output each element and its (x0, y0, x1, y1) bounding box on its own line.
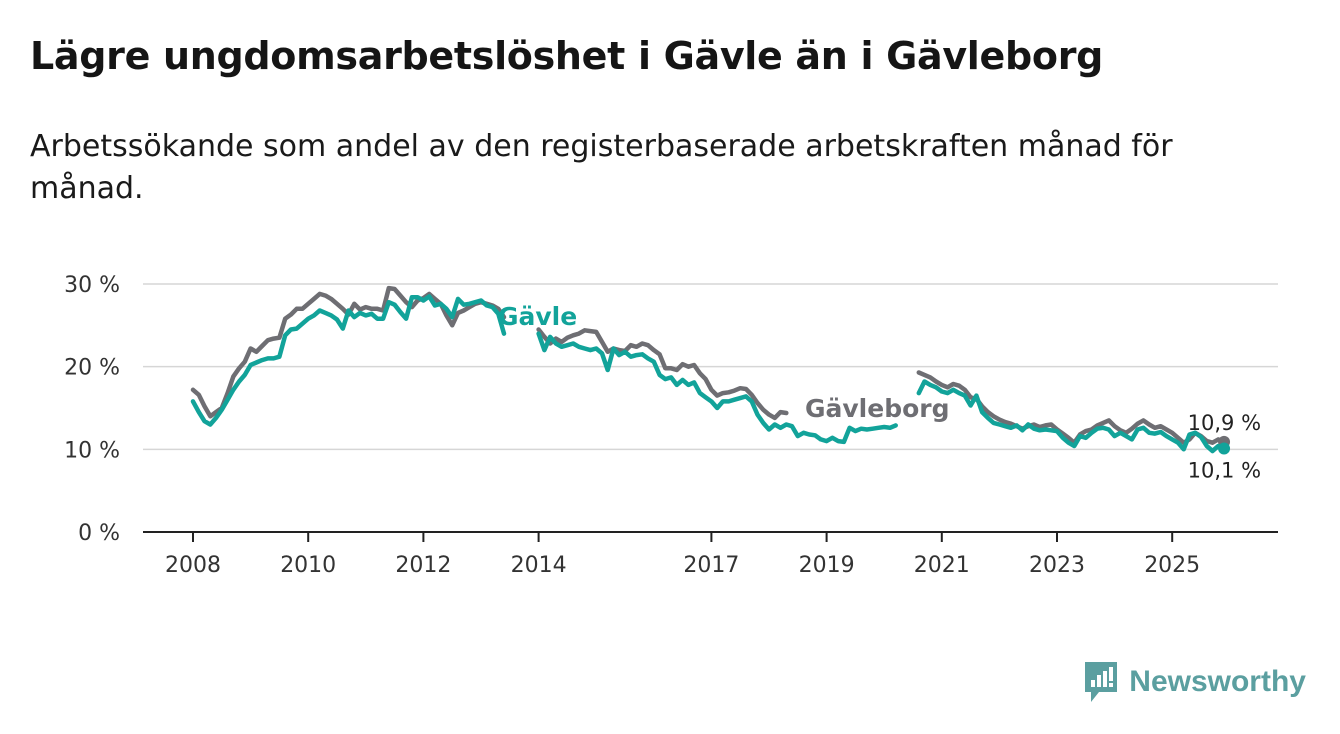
x-tick-label: 2010 (280, 553, 336, 578)
newsworthy-logo-icon (1085, 662, 1118, 702)
brand-logo[interactable]: Newsworthy (1083, 660, 1306, 704)
x-tick-label: 2012 (395, 553, 451, 578)
x-tick-label: 2021 (914, 553, 970, 578)
x-tick-label: 2014 (511, 553, 567, 578)
x-tick-label: 2019 (799, 553, 855, 578)
series-label-gavle: Gävle (498, 302, 577, 331)
end-value-label-gavleborg: 10,9 % (1188, 411, 1261, 435)
series-labels: 10,9 % 10,1 % Gävle Gävleborg (498, 302, 1261, 483)
series-label-gavleborg: Gävleborg (805, 394, 950, 423)
x-axis-ticks: 2008 2010 2012 2014 2017 2019 2021 2023 2025 (165, 532, 1200, 578)
y-tick-label: 30 % (64, 273, 120, 298)
y-tick-label: 10 % (64, 438, 120, 463)
line-chart: 0 % 10 % 20 % 30 % 2008 2010 2012 2014 2017 2019… (64, 273, 1278, 578)
x-tick-label: 2025 (1144, 553, 1200, 578)
series-line-gävleborg (916, 370, 1227, 445)
y-tick-label: 20 % (64, 356, 120, 381)
x-tick-label: 2008 (165, 553, 221, 578)
series-line-gävle (190, 294, 507, 427)
chart-subtitle: Arbetssökande som andel av den registerb… (30, 129, 1173, 206)
series-line-gävleborg (536, 327, 789, 421)
series-line-gävle (536, 331, 898, 445)
y-axis-ticks: 0 % 10 % 20 % 30 % (64, 273, 120, 546)
x-tick-label: 2023 (1029, 553, 1085, 578)
chart-title: Lägre ungdomsarbetslöshet i Gävle än i G… (30, 34, 1104, 78)
end-value-label-gavle: 10,1 % (1188, 459, 1261, 483)
series-line-gävle (916, 379, 1227, 454)
brand-name: Newsworthy (1129, 665, 1306, 698)
series-lines (190, 285, 1231, 455)
end-point-gävle (1218, 442, 1231, 455)
grid-lines (143, 283, 1278, 533)
x-tick-label: 2017 (683, 553, 739, 578)
y-tick-label: 0 % (78, 521, 120, 546)
